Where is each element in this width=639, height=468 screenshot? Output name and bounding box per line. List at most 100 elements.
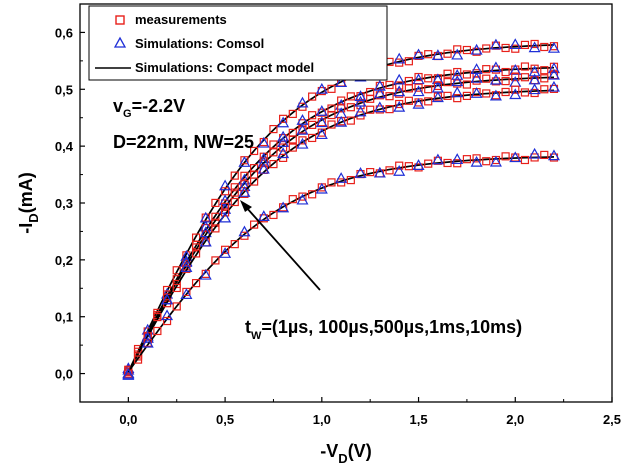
comsol-point [470, 43, 483, 55]
measurement-point [327, 178, 336, 187]
comsol-point [451, 153, 464, 164]
measurement-point [511, 85, 520, 94]
measurement-point [288, 109, 297, 119]
y-tick-label: 0,0 [55, 367, 73, 382]
measurement-point [191, 243, 201, 252]
measurement-point [346, 92, 355, 101]
measurement-point [337, 104, 346, 113]
comsol-point [431, 153, 444, 165]
comsol-point [296, 137, 309, 149]
measurement-point [501, 152, 510, 161]
measurement-point [385, 80, 394, 90]
measurement-point [240, 171, 249, 180]
measurement-point [414, 83, 423, 92]
measurement-point [540, 42, 549, 52]
x-tick-label: 1,0 [313, 412, 331, 427]
comsol-point [296, 123, 309, 135]
legend-triangle-marker [113, 36, 127, 48]
measurement-point [443, 91, 452, 100]
comsol-point [161, 293, 174, 305]
measurement-point [385, 166, 394, 175]
measurement-point [443, 49, 452, 58]
measurement-point [308, 92, 317, 101]
x-axis-label: -VD(V) [320, 441, 371, 466]
comsol-point [451, 86, 464, 98]
legend: measurements Simulations: Comsol Simulat… [88, 5, 388, 81]
legend-square-marker [115, 15, 125, 25]
comsol-point [315, 82, 328, 94]
x-tick-label: 2,0 [506, 412, 524, 427]
measurement-point [172, 302, 181, 311]
comsol-point [470, 87, 483, 98]
measurement-point [269, 148, 278, 157]
comsol-point [412, 73, 425, 85]
measurement-point [501, 43, 510, 53]
y-tick-label: 0,2 [55, 253, 73, 268]
measurement-point [501, 67, 510, 77]
y-ticks: 0,0 0,1 0,2 0,3 0,4 0,5 0,6 [55, 3, 85, 382]
measurement-point [220, 208, 230, 217]
measurement-point [540, 74, 549, 83]
comsol-point [354, 90, 367, 102]
measurement-point [298, 119, 307, 128]
comsol-point [296, 96, 309, 108]
y-tick-label: 0,5 [55, 82, 73, 97]
measurement-point [230, 171, 239, 180]
measurement-point [482, 65, 491, 74]
comsol-point [393, 52, 406, 64]
measurement-point [385, 105, 394, 114]
measurement-point [540, 150, 549, 160]
measurement-point [520, 88, 530, 97]
measurement-point [520, 40, 530, 49]
y-tick-label: 0,6 [55, 25, 73, 40]
comsol-point [354, 167, 367, 178]
comsol-point [547, 149, 560, 161]
comsol-point [509, 151, 522, 163]
comsol-point [122, 367, 135, 379]
x-tick-label: 2,5 [603, 412, 621, 427]
measurement-point [462, 80, 472, 89]
measurement-point [346, 116, 355, 125]
comsol-point [528, 147, 541, 159]
measurement-point [482, 89, 491, 98]
comsol-point [528, 41, 541, 53]
comsol-point [489, 155, 502, 167]
comsol-point [335, 115, 348, 127]
measurement-point [133, 355, 143, 364]
measurement-point [443, 158, 452, 168]
comsol-point [335, 172, 348, 183]
annotation-stress-time: tW=(1µs, 100µs,500µs,1ms,10ms) [245, 317, 522, 342]
x-tick-label: 0,0 [119, 412, 137, 427]
measurement-point [424, 97, 433, 106]
measurement-point [327, 110, 336, 120]
comsol-point [296, 193, 309, 205]
comsol-point [257, 136, 270, 148]
measurement-point [269, 124, 278, 134]
measurement-point [230, 240, 239, 249]
comsol-point [373, 79, 386, 91]
comsol-point [238, 225, 251, 237]
comsol-point [393, 164, 406, 176]
comsol-point [161, 309, 174, 321]
measurement-point [308, 120, 317, 129]
measurement-point [424, 159, 433, 168]
measurement-point [211, 256, 220, 265]
measurement-point [211, 198, 220, 208]
comsol-point [470, 71, 483, 83]
measurement-point [269, 140, 278, 149]
measurement-point [462, 155, 472, 164]
comsol-point [431, 49, 444, 60]
comsol-point [219, 247, 232, 258]
comsol-point [509, 38, 522, 50]
measurement-point [462, 45, 472, 55]
measurement-point [395, 81, 404, 90]
comsol-point [315, 105, 328, 116]
comsol-point [180, 261, 193, 272]
measurement-point [230, 183, 239, 192]
measurement-point [346, 175, 355, 185]
measurement-point [366, 105, 375, 114]
y-tick-label: 0,3 [55, 196, 73, 211]
comsol-point [412, 48, 425, 60]
comsol-point [335, 76, 348, 88]
